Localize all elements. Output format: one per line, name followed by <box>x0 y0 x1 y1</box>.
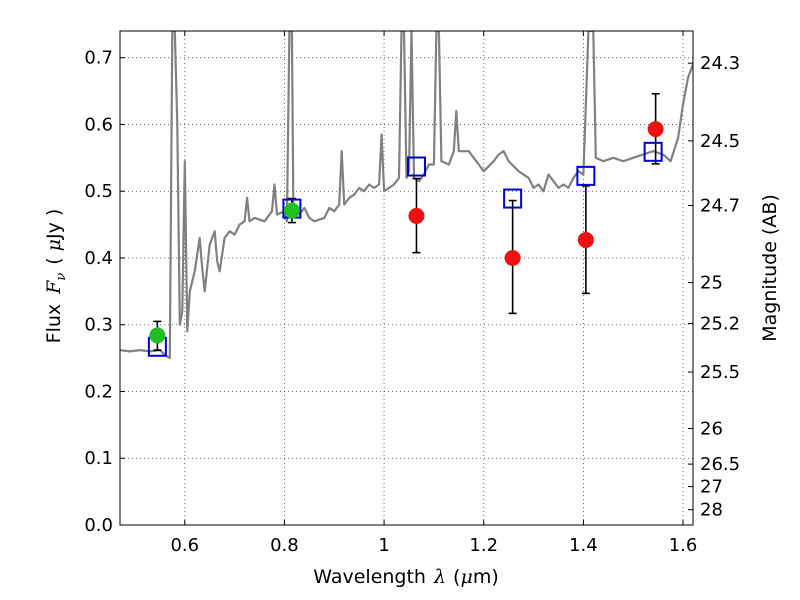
y-axis-unit-jy: Jy <box>43 222 65 240</box>
detection-point <box>149 327 166 344</box>
x-axis-label-word: Wavelength <box>313 566 426 588</box>
model-flux-square <box>576 165 596 186</box>
model-flux-square <box>503 188 523 209</box>
x-axis-lambda: λ <box>433 566 446 588</box>
y-tick-label: 0.3 <box>84 315 113 336</box>
right-tick-label: 25.5 <box>700 362 740 383</box>
sed-layer <box>120 31 693 360</box>
y-tick-label: 0.6 <box>84 114 113 135</box>
y-tick-label: 0.2 <box>84 381 113 402</box>
y-axis-label: Flux Fν ( μJy) <box>43 209 69 344</box>
x-tick-label: 0.8 <box>270 535 299 556</box>
y-axis-right-label: Magnitude (AB) <box>759 194 781 342</box>
x-tick-label: 1.6 <box>669 535 698 556</box>
x-tick-label: 1 <box>378 535 389 556</box>
right-tick-label: 27 <box>700 477 723 498</box>
model-flux-square <box>406 156 426 177</box>
ticks-layer: 0.6 0.8 1 1.2 1.4 1.6 0.0 0.1 0.2 0.3 0.4 0.5 0.6 0.7… <box>84 31 740 556</box>
y-tick-label: 0.4 <box>84 248 113 269</box>
model-flux-square <box>643 141 663 162</box>
observed-point <box>504 249 521 266</box>
y-axis-f: F <box>43 280 65 295</box>
detection-point <box>283 202 300 219</box>
right-tick-label: 26.5 <box>700 454 740 475</box>
x-tick-label: 1.2 <box>469 535 498 556</box>
y-axis-unit-mu: μ <box>43 239 65 251</box>
x-tick-label: 1.4 <box>569 535 598 556</box>
observed-point <box>577 231 594 248</box>
right-tick-label: 24.5 <box>700 131 740 152</box>
y-axis-nu: ν <box>54 273 69 281</box>
y-tick-label: 0.1 <box>84 448 113 469</box>
right-tick-label: 24.3 <box>700 53 740 74</box>
right-tick-label: 28 <box>700 500 723 521</box>
plot-frame <box>119 30 694 526</box>
y-tick-label: 0.0 <box>84 515 113 536</box>
x-tick-label: 0.6 <box>170 535 199 556</box>
x-axis-unit-open: ( <box>453 566 460 588</box>
model-spectrum-line <box>120 31 693 360</box>
right-tick-label: 25 <box>700 273 723 294</box>
y-tick-label: 0.5 <box>84 181 113 202</box>
x-axis-label: Wavelength λ (μm) <box>313 566 498 588</box>
observed-point <box>408 207 425 224</box>
observed-point <box>647 121 664 138</box>
y-axis-unit-close: ) <box>43 209 65 216</box>
x-axis-unit-rest: m) <box>473 566 499 588</box>
x-axis-unit-mu: μ <box>460 566 472 588</box>
y-axis-label-word: Flux <box>43 304 65 344</box>
y-axis-unit-open: ( <box>43 257 65 264</box>
right-tick-label: 25.2 <box>700 313 740 334</box>
y-tick-label: 0.7 <box>84 48 113 69</box>
right-tick-label: 24.7 <box>700 195 740 216</box>
points-layer <box>147 92 664 357</box>
right-tick-label: 26 <box>700 419 723 440</box>
